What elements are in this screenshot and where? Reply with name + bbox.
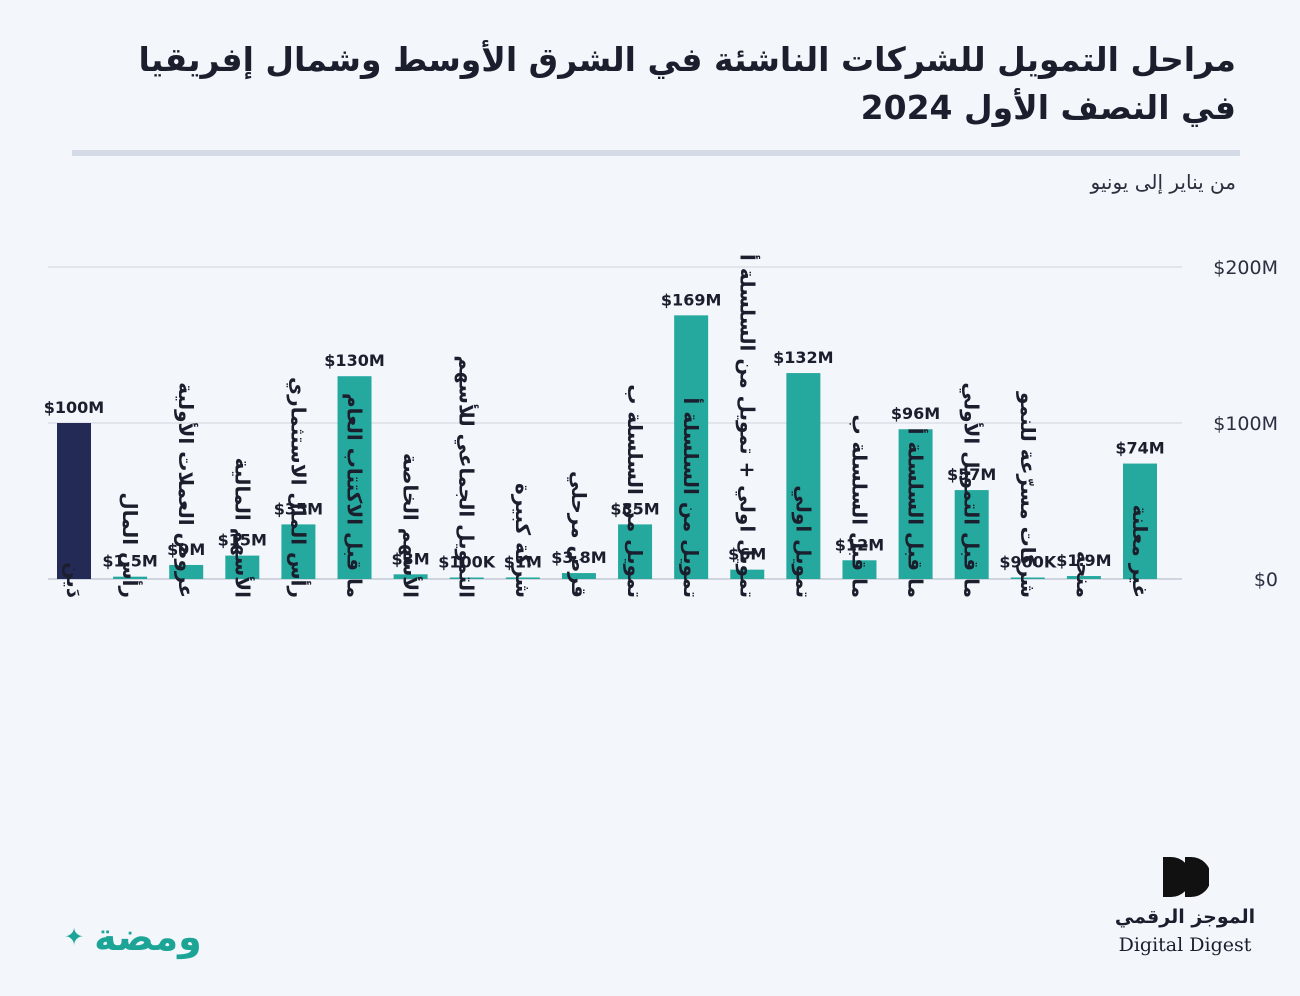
data-label: $3M [392, 549, 430, 568]
x-tick-label: الأسهم الخاصة [399, 453, 424, 598]
x-tick-label: غير معلنة [1128, 505, 1152, 598]
data-label: $6M [728, 545, 766, 564]
data-label: $100K [438, 553, 496, 572]
bar [674, 315, 709, 579]
bar [281, 524, 316, 579]
bar [225, 555, 260, 579]
x-tick-label: عروض العملات الأولية [174, 382, 199, 598]
bar [954, 490, 989, 579]
bar [337, 376, 372, 579]
x-tick-label: الأسهم المالية [230, 458, 255, 598]
double-d-logo-icon [1163, 857, 1211, 897]
chart-title: مراحل التمويل للشركات الناشئة في الشرق ا… [138, 40, 1236, 127]
x-tick-label: شركات مسرّعة للنمو [1016, 391, 1040, 598]
data-label: $900K [999, 553, 1057, 572]
bar [786, 373, 821, 579]
x-tick-label: شركة كبيرة [511, 483, 535, 598]
title-divider [72, 150, 1240, 156]
bar [898, 429, 933, 579]
sparkle-icon: ✦ [64, 923, 85, 951]
y-tick-label: $0 [1254, 569, 1278, 591]
x-tick-label: التمويل الجماعي للأسهم [454, 355, 480, 598]
data-label: $1.9M [1056, 551, 1111, 570]
data-label: $96M [891, 404, 940, 423]
data-label: $57M [947, 465, 996, 484]
x-tick-label: رأس المال الاستثماري [285, 377, 312, 598]
data-label: $132M [773, 348, 833, 367]
bar [1010, 577, 1045, 579]
data-label: $74M [1115, 439, 1164, 458]
y-tick-label: $200M [1213, 257, 1278, 279]
x-tick-label: تمويل اولي [790, 485, 815, 598]
x-tick-label: تمويل اولي + تمويل من السلسلة أ [734, 254, 761, 598]
bar [1066, 576, 1101, 579]
y-tick-label: $100M [1213, 413, 1278, 435]
x-tick-label: تمويل من السلسلة أ [679, 398, 705, 598]
data-label: $130M [324, 351, 384, 370]
bar [505, 577, 540, 579]
data-label: $169M [661, 290, 721, 309]
data-label: $1M [504, 552, 542, 571]
digital-digest-brand: الموجز الرقمي Digital Digest [1110, 856, 1260, 956]
bar [393, 574, 428, 579]
bar [561, 573, 596, 579]
x-tick-label: ما قبل السلسلة ب [847, 414, 871, 598]
x-tick-label: ما قبل السلسلة أ [904, 428, 930, 598]
x-tick-label: دَين [62, 562, 86, 598]
data-label: $15M [218, 531, 267, 550]
brand-name-arabic: الموجز الرقمي [1114, 906, 1256, 928]
data-label: $9M [167, 540, 205, 559]
bar [169, 564, 204, 579]
data-label: $1.5M [102, 552, 157, 571]
data-label: $3.8M [551, 548, 606, 567]
x-tick-label: رأس المال [118, 492, 144, 598]
brand-name-english: Digital Digest [1118, 934, 1252, 956]
x-tick-label: ما قبل التمويل الأولي [959, 382, 985, 598]
wamda-watermark: ومضة ✦ [64, 915, 202, 959]
x-tick-label: منحة [1072, 551, 1096, 598]
bar [842, 560, 877, 579]
data-label: $35M [274, 499, 323, 518]
bar [57, 423, 91, 579]
bar [113, 576, 148, 579]
bar [618, 524, 653, 579]
bar [730, 569, 765, 579]
data-label: $100M [44, 398, 104, 417]
wamda-logo-text: ومضة [94, 915, 202, 959]
x-tick-label: قرض مرحلي [566, 471, 591, 598]
x-tick-label: ما قبل الاكتتاب العام [343, 393, 367, 598]
bar [449, 577, 484, 579]
data-label: $35M [610, 499, 659, 518]
x-tick-label: تمويل من السلسلة ب [623, 384, 647, 598]
chart-subtitle: من يناير إلى يونيو [1090, 170, 1236, 194]
data-label: $12M [835, 535, 884, 554]
bar [1123, 463, 1157, 579]
